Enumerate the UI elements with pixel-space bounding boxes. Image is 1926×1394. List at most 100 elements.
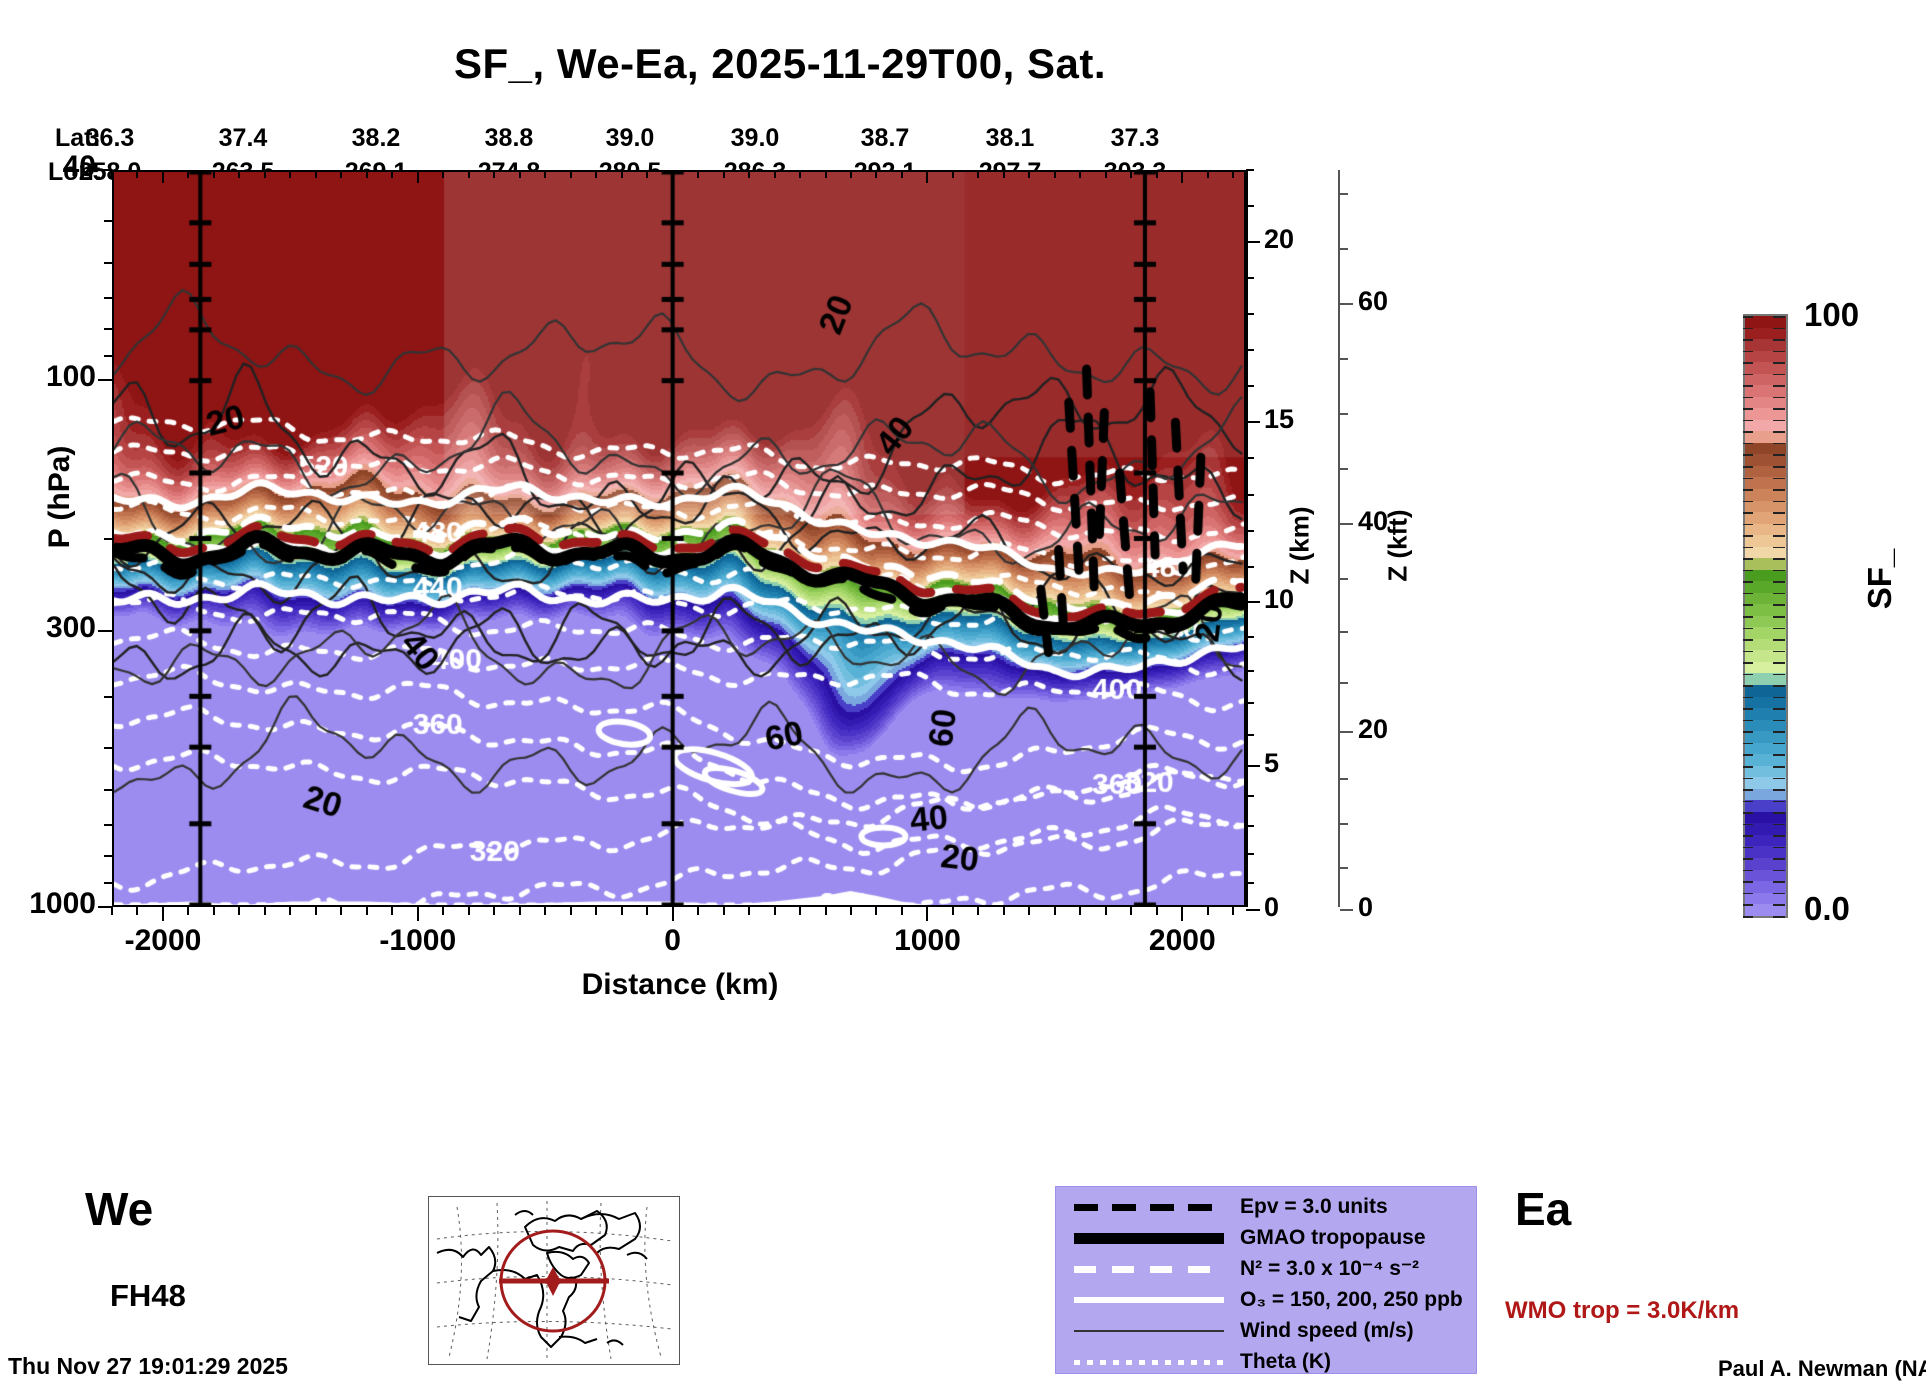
z-km-minor-tick (1246, 881, 1254, 884)
x-axis-top-tick (161, 170, 164, 183)
colorbar-tick (1743, 639, 1753, 641)
legend-sample-black-dashed (1074, 1197, 1224, 1217)
z-km-minor-tick (1246, 529, 1254, 532)
x-axis-minor-tick (544, 907, 547, 915)
x-axis-top-tick (212, 170, 215, 178)
z-kft-minor-tick (1340, 357, 1348, 360)
colorbar-tick (1773, 316, 1785, 318)
colorbar-segment (1745, 431, 1786, 443)
z-km-tick-label: 0 (1264, 892, 1280, 922)
z-km-minor-tick (1246, 168, 1254, 171)
legend-row[interactable]: N² = 3.0 x 10⁻⁴ s⁻² (1056, 1253, 1476, 1284)
x-axis-minor-tick (850, 907, 852, 915)
colorbar-tick (1773, 604, 1785, 606)
colorbar-tick (1743, 362, 1753, 364)
y-axis-minor-tick (104, 327, 112, 330)
z-kft-minor-tick (1340, 192, 1348, 195)
x-axis-top-tick (926, 170, 929, 183)
colorbar-segment (1745, 396, 1786, 409)
legend-row[interactable]: Theta (K) (1056, 1346, 1476, 1377)
colorbar-tick (1773, 339, 1785, 341)
legend-line (1074, 1359, 1224, 1365)
legend-label: Theta (K) (1240, 1349, 1331, 1373)
colorbar-tick (1773, 581, 1785, 583)
colorbar-segment (1745, 719, 1786, 732)
colorbar-tick (1773, 327, 1785, 330)
y-axis-tick-label: 100 (45, 359, 96, 393)
y-axis-major-tick (98, 630, 112, 633)
z-kft-minor-tick (1340, 577, 1348, 580)
colorbar-tick (1743, 662, 1753, 664)
x-axis-top-tick (1130, 170, 1133, 178)
colorbar-tick (1743, 731, 1753, 733)
colorbar-tick (1743, 408, 1753, 410)
legend-row[interactable]: Epv = 3.0 units (1056, 1191, 1476, 1222)
lat-row-value: 38.8 (484, 124, 534, 152)
legend-line (1074, 1296, 1224, 1303)
inset-locator-map[interactable] (428, 1196, 680, 1365)
x-axis-top-tick (1079, 170, 1082, 178)
lat-row-value: 36.3 (85, 124, 135, 152)
x-axis-major-tick (416, 907, 419, 921)
x-axis-top-tick (314, 170, 317, 178)
colorbar-tick (1773, 500, 1785, 503)
colorbar-tick (1743, 350, 1753, 353)
x-axis-minor-tick (442, 907, 445, 915)
colorbar-tick (1773, 916, 1785, 918)
x-axis-minor-tick (1206, 907, 1209, 915)
y-axis-tick-label: 40 (62, 150, 96, 183)
x-axis-top-tick (136, 170, 139, 178)
z-kft-major-tick (1340, 730, 1353, 733)
x-axis-top-tick (824, 170, 827, 178)
x-axis-tick-label: 0 (664, 924, 681, 957)
lat-row-value: 39.0 (730, 124, 780, 152)
z-km-major-tick (1246, 421, 1260, 424)
colorbar-tick (1773, 385, 1785, 387)
legend-line (1074, 1232, 1224, 1244)
z-kft-tick-label: 20 (1358, 713, 1389, 744)
x-axis-top-tick (187, 170, 190, 178)
colorbar-tick (1773, 523, 1785, 526)
z-kft-tick-label: 0 (1358, 892, 1374, 922)
z-kft-axis-title: Z (kft) (1382, 509, 1413, 582)
legend-label: GMAO tropopause (1240, 1225, 1426, 1249)
colorbar-tick (1743, 789, 1753, 791)
legend-row[interactable]: Wind speed (m/s) (1056, 1315, 1476, 1346)
colorbar-tick (1743, 650, 1753, 653)
z-kft-minor-tick (1340, 247, 1348, 250)
x-axis-minor-tick (365, 907, 368, 915)
colorbar-segment (1745, 857, 1786, 870)
x-axis-minor-tick (875, 907, 878, 915)
z-km-minor-tick (1246, 702, 1254, 705)
x-axis-top-tick (1155, 170, 1158, 178)
colorbar-tick (1743, 512, 1753, 514)
legend-row[interactable]: GMAO tropopause (1056, 1222, 1476, 1253)
y-axis-tick-label: 300 (45, 611, 96, 645)
legend-line (1074, 1329, 1224, 1332)
x-axis-top-tick (951, 170, 954, 178)
colorbar-tick (1773, 754, 1785, 756)
x-axis-minor-tick (977, 907, 980, 915)
colorbar-tick (1743, 892, 1753, 895)
colorbar-tick (1773, 373, 1785, 376)
y-axis-minor-tick (104, 297, 112, 300)
lat-row-value: 38.1 (985, 124, 1035, 152)
colorbar-tick (1743, 592, 1753, 595)
colorbar-tick (1743, 754, 1753, 756)
colorbar-tick (1743, 616, 1753, 618)
z-kft-major-tick (1340, 522, 1353, 525)
z-kft-tick-label: 60 (1358, 285, 1389, 316)
z-km-minor-tick (1246, 824, 1254, 827)
colorbar-tick (1743, 823, 1753, 826)
page-title: SF_, We-Ea, 2025-11-29T00, Sat. (453, 40, 1107, 87)
x-axis-top-tick (493, 170, 496, 178)
z-km-major-tick (1246, 909, 1260, 911)
z-km-minor-tick (1246, 795, 1254, 798)
legend-box[interactable]: Epv = 3.0 units GMAO tropopause N² = 3.0 x… (1055, 1186, 1477, 1374)
colorbar-tick (1773, 858, 1785, 860)
cross-section-plot[interactable] (112, 170, 1246, 907)
legend-label: Wind speed (m/s) (1240, 1318, 1414, 1342)
colorbar-segment (1745, 512, 1786, 524)
legend-row[interactable]: O₃ = 150, 200, 250 ppb (1056, 1284, 1476, 1315)
x-axis-top-tick (671, 170, 674, 183)
